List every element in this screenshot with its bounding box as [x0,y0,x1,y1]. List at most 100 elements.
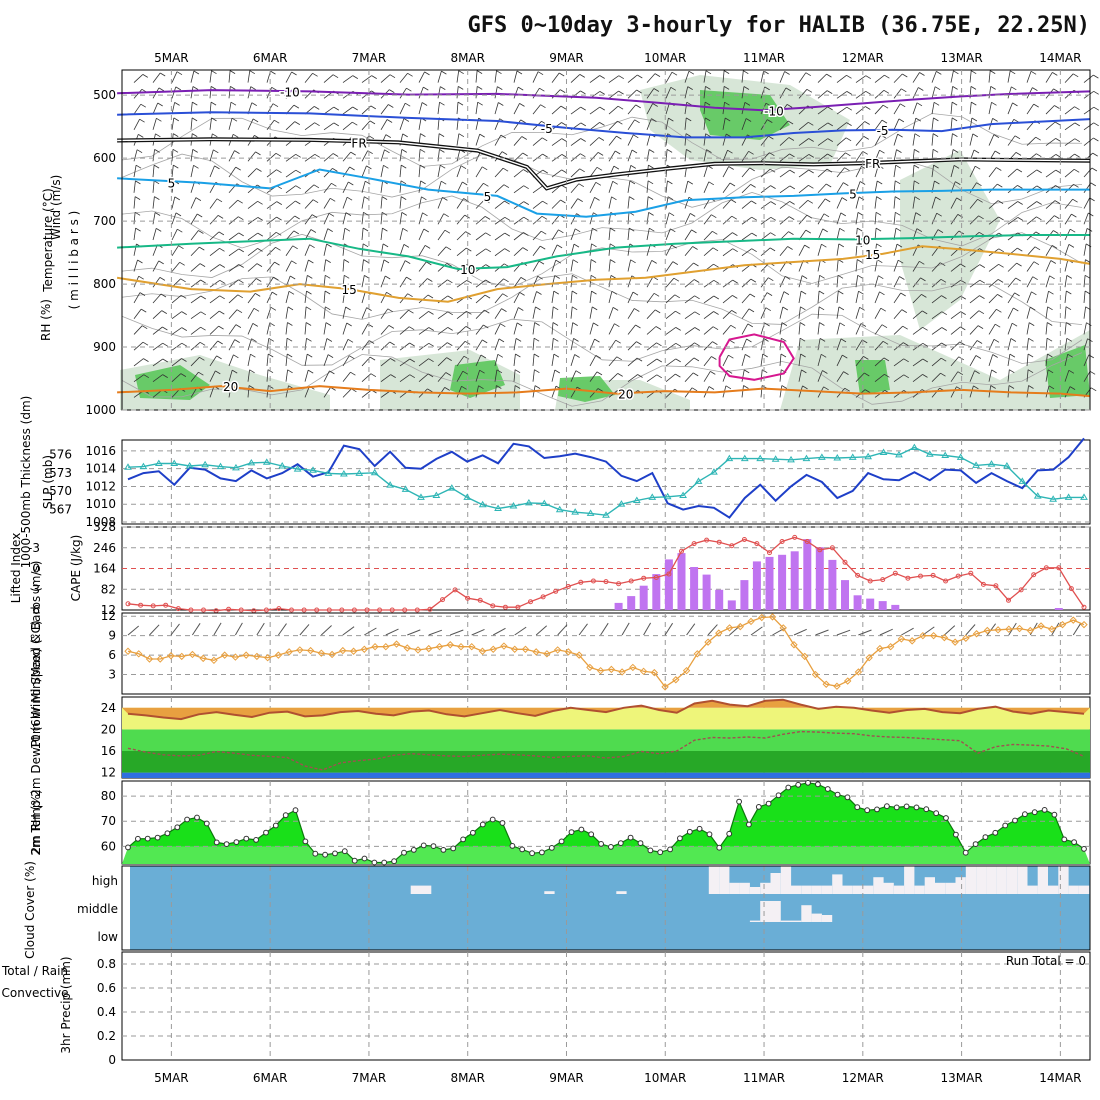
wind-barb [363,196,370,201]
wind-barb [972,133,979,138]
wind-barb [978,310,985,315]
wind-barb [447,295,453,300]
wind-barb [238,279,244,284]
wind-barb [247,70,251,83]
wind-barb [912,212,917,225]
rh-marker [1012,817,1018,824]
wind-barb [969,102,972,115]
wind-barb [665,72,673,83]
wind-barb [386,291,392,296]
wind-barb [404,102,411,107]
wind-barb [580,122,587,127]
rh-marker [332,850,338,857]
wind-barb [703,295,715,304]
rh-marker [450,845,457,852]
wind-barb [675,358,681,363]
wind-barb [409,358,416,363]
wind-barb [689,213,696,217]
wind-barb [844,387,850,392]
wind-barb [257,217,264,221]
lifted-index-marker [855,572,861,578]
wind-barb [228,216,239,225]
wind-barb [800,306,806,311]
wind-barb [209,117,212,130]
wind-barb [632,291,639,296]
wind-barb [741,200,752,209]
wind-barb [651,260,657,264]
wind-barb [228,339,236,351]
wind-speed-marker [639,667,648,676]
wind-barb [371,75,377,79]
wind-barb [551,169,562,178]
wind-barb [342,121,353,131]
wind-barb [646,260,653,272]
y-tick-label: 0.4 [97,1005,116,1019]
wind-barb [533,337,540,342]
cape-bar [614,602,623,610]
wind-barb [380,212,383,225]
wind-barb [858,290,864,295]
wind-barb [817,244,822,256]
wind-barb [236,309,243,314]
wind-barb [323,228,329,241]
wind-barb [610,259,616,263]
wind-barb [749,293,756,298]
wind-barb [646,309,656,319]
wind-barb [332,74,339,79]
dewpoint-line [127,730,1085,771]
wind-barb [883,357,890,362]
wind-barb-10m [793,628,807,636]
cloud-high-bar [1027,885,1038,894]
wind-barb [218,231,225,236]
cloud-high-bar [904,866,915,894]
wind-barb [380,228,383,241]
wind-barb [933,164,939,169]
wind-barb [326,338,333,342]
wind-speed-marker [736,622,744,631]
wind-barb [361,275,365,288]
wind-barb [665,277,675,288]
wind-barb [532,322,535,335]
wind-barb [456,214,466,225]
lifted-index-marker [163,602,169,608]
wind-barb [286,353,293,358]
wind-barb [1007,323,1013,335]
wind-barb [342,151,352,162]
thickness-marker [432,491,441,499]
wind-barb [287,322,293,326]
wind-barb [211,117,217,122]
wind-barb-10m [750,626,763,636]
wind-barb [969,264,981,272]
wind-barb [251,102,258,107]
wind-barb [988,70,991,83]
rh-marker [716,844,723,851]
wind-barb [627,374,638,382]
rh-marker [499,820,506,826]
wind-barb [190,165,194,178]
wind-barb [190,213,198,225]
wind-barb [1072,73,1079,78]
cape-bar [828,559,837,610]
thickness-marker [1064,493,1073,500]
wind-barb [266,353,269,366]
wind-barb [384,149,390,154]
wind-barb [219,247,225,252]
wind-barb [428,342,435,347]
wind-barb [732,295,738,299]
wind-barb [855,196,860,209]
wind-barb [440,180,447,185]
isotherm-label: 20 [223,380,238,394]
thickness-marker [740,454,749,462]
wind-barb [878,165,884,169]
rh-marker [775,792,782,799]
wind-barb [138,275,144,280]
wind-barb [723,86,730,90]
rh-deep-region [1045,345,1090,398]
thickness-marker [710,468,718,475]
wind-barb [617,105,624,110]
rh-marker [558,838,565,845]
wind-barb [294,215,300,220]
wind-barb [692,372,699,377]
wind-barb [608,373,618,382]
lifted-index-marker [867,578,873,584]
